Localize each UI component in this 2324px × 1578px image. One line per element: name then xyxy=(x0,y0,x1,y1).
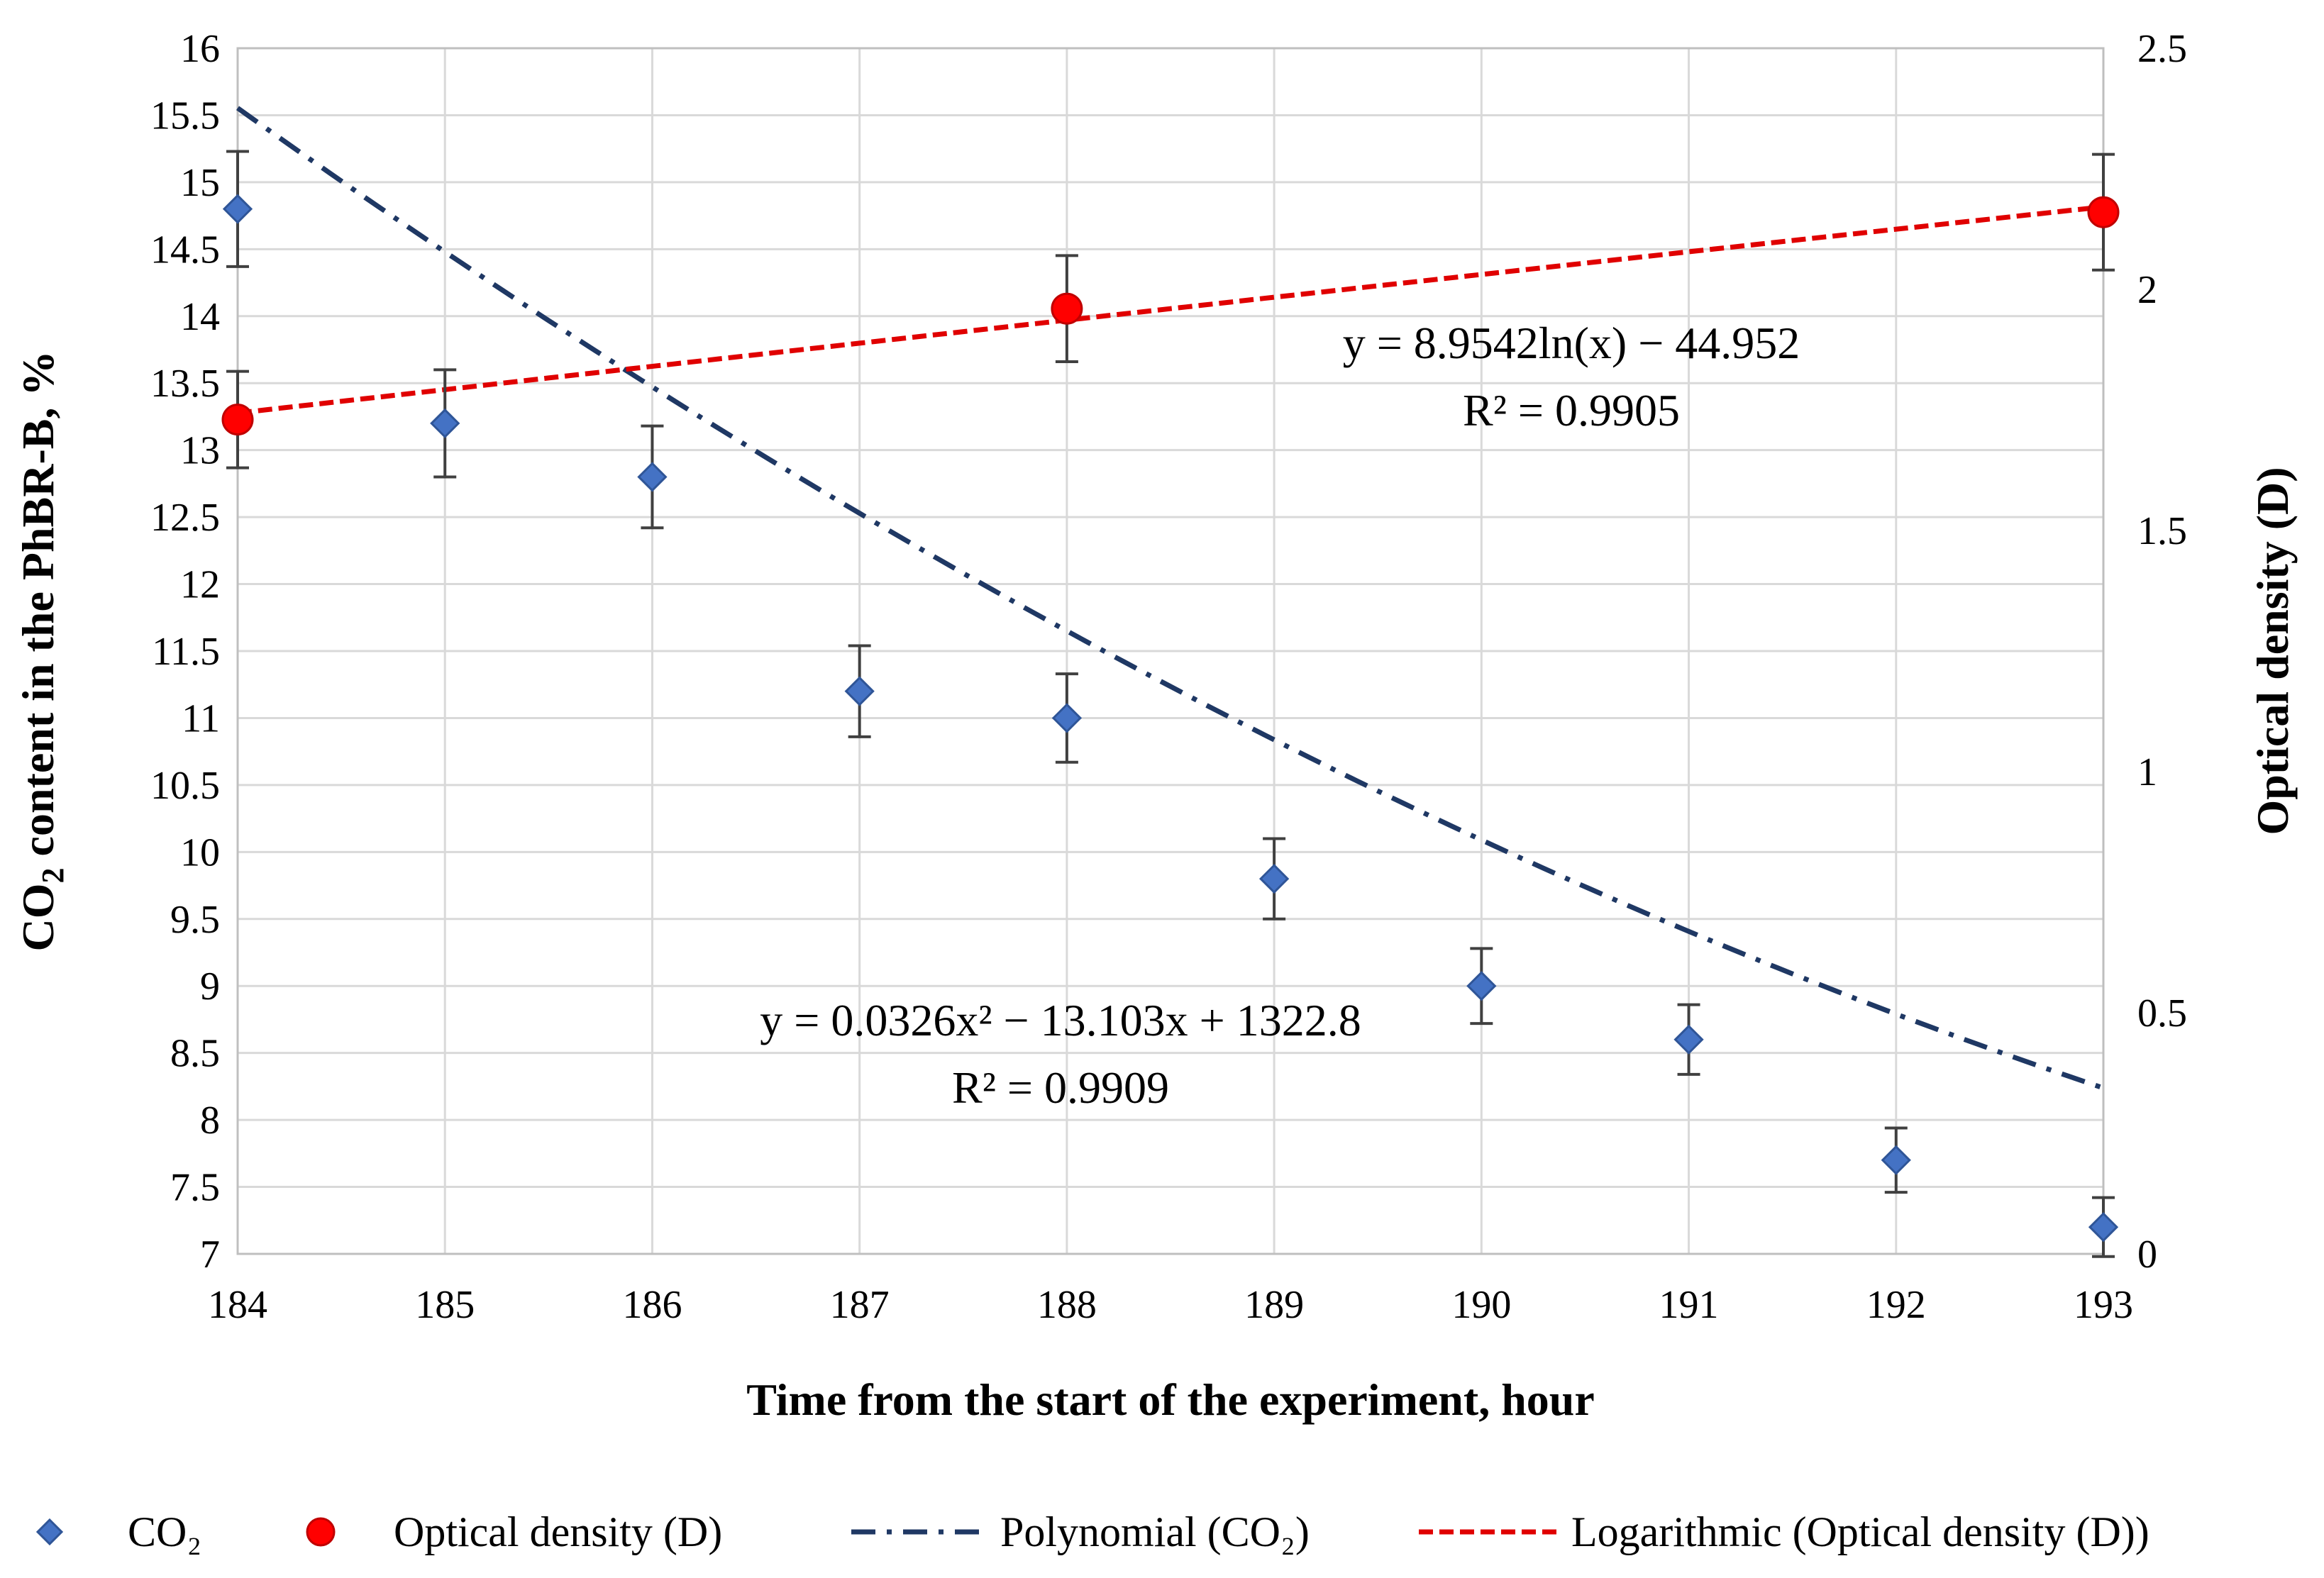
co2-point xyxy=(1051,703,1083,733)
legend: CO₂ Optical density (D) Polynomial (CO₂) Lo… xyxy=(35,1508,2149,1555)
y-axis-left-title: CO2 content in the PhBR-B, % xyxy=(13,351,70,952)
poly-r2: R² = 0.9909 xyxy=(952,1062,1169,1113)
y-left-tick-label: 7.5 xyxy=(170,1166,220,1210)
x-tick-label: 184 xyxy=(208,1283,267,1327)
y-left-tick-label: 13 xyxy=(180,429,220,473)
x-tick-label: 193 xyxy=(2074,1283,2133,1327)
x-tick-label: 190 xyxy=(1451,1283,1511,1327)
co2-point xyxy=(1673,1024,1704,1055)
y-right-tick-label: 0.5 xyxy=(2137,991,2187,1035)
x-tick-label: 192 xyxy=(1866,1283,1926,1327)
co2-point xyxy=(222,194,253,224)
co2-point xyxy=(1881,1145,1911,1175)
y-left-tick-label: 15.5 xyxy=(150,94,220,138)
co2-point xyxy=(430,408,460,439)
co2-point xyxy=(844,676,875,706)
polynomial-trendline xyxy=(236,106,2105,1091)
poly-equation: y = 0.0326x² − 13.103x + 1322.8 xyxy=(760,995,1361,1045)
optical-density-point xyxy=(2087,196,2120,228)
y-left-tick-label: 11.5 xyxy=(152,630,220,674)
legend-label: CO₂ xyxy=(128,1508,201,1555)
y-right-tick-label: 1.5 xyxy=(2137,509,2187,553)
y-left-tick-label: 14.5 xyxy=(150,228,220,272)
data-points xyxy=(221,194,2120,1243)
tick-labels: 77.588.599.51010.51111.51212.51313.51414… xyxy=(150,27,2187,1327)
legend-label: Optical density (D) xyxy=(394,1508,722,1555)
y-left-tick-label: 16 xyxy=(180,27,220,71)
x-axis-title: Time from the start of the experiment, h… xyxy=(746,1374,1595,1425)
y-left-tick-label: 8 xyxy=(200,1099,220,1143)
x-tick-label: 191 xyxy=(1659,1283,1719,1327)
y-left-tick-label: 15 xyxy=(180,161,220,205)
optical-density-point xyxy=(221,404,254,436)
y-left-tick-label: 8.5 xyxy=(170,1032,220,1076)
co2-point xyxy=(1466,971,1497,1001)
y-axis-left-title-part1: CO xyxy=(13,883,63,951)
y-right-tick-label: 2.5 xyxy=(2137,27,2187,71)
y-axis-left-title-part2: content in the PhBR-B, % xyxy=(13,351,63,868)
y-axis-right-title: Optical density (D) xyxy=(2247,467,2298,835)
x-tick-label: 185 xyxy=(415,1283,475,1327)
x-tick-label: 186 xyxy=(622,1283,682,1327)
y-left-tick-label: 10.5 xyxy=(150,764,220,808)
legend-symbol-co2 xyxy=(35,1518,64,1546)
logarithmic-trendline xyxy=(237,204,2104,416)
optical-density-point xyxy=(1051,292,1083,325)
y-left-tick-label: 7 xyxy=(200,1233,220,1277)
legend-symbol-optical-density xyxy=(306,1517,336,1547)
y-left-tick-label: 14 xyxy=(180,295,220,339)
y-right-tick-label: 2 xyxy=(2137,268,2157,312)
legend-label: Logarithmic (Optical density (D)) xyxy=(1571,1508,2149,1555)
co2-point xyxy=(637,462,668,492)
co2-point xyxy=(1258,863,1290,894)
legend-label: Polynomial (CO₂) xyxy=(1000,1508,1310,1555)
x-tick-label: 189 xyxy=(1244,1283,1304,1327)
log-r2: R² = 0.9905 xyxy=(1463,385,1680,435)
y-left-tick-label: 9.5 xyxy=(170,898,220,942)
y-left-tick-label: 11 xyxy=(182,696,220,740)
plot-area xyxy=(236,47,2105,1255)
error-bars xyxy=(226,150,2115,1258)
y-left-tick-label: 12 xyxy=(180,563,220,607)
y-left-tick-label: 13.5 xyxy=(150,362,220,406)
y-right-tick-label: 1 xyxy=(2137,750,2157,794)
x-tick-label: 188 xyxy=(1037,1283,1097,1327)
y-axis-left-title-sub: 2 xyxy=(35,867,70,883)
y-left-tick-label: 10 xyxy=(180,830,220,874)
y-right-tick-label: 0 xyxy=(2137,1233,2157,1277)
log-equation: y = 8.9542ln(x) − 44.952 xyxy=(1343,318,1800,368)
y-left-tick-label: 9 xyxy=(200,965,220,1009)
trendlines xyxy=(236,106,2105,1091)
co2-point xyxy=(2088,1212,2119,1243)
x-tick-label: 187 xyxy=(830,1283,890,1327)
grid xyxy=(238,48,2103,1254)
y-left-tick-label: 12.5 xyxy=(150,496,220,540)
